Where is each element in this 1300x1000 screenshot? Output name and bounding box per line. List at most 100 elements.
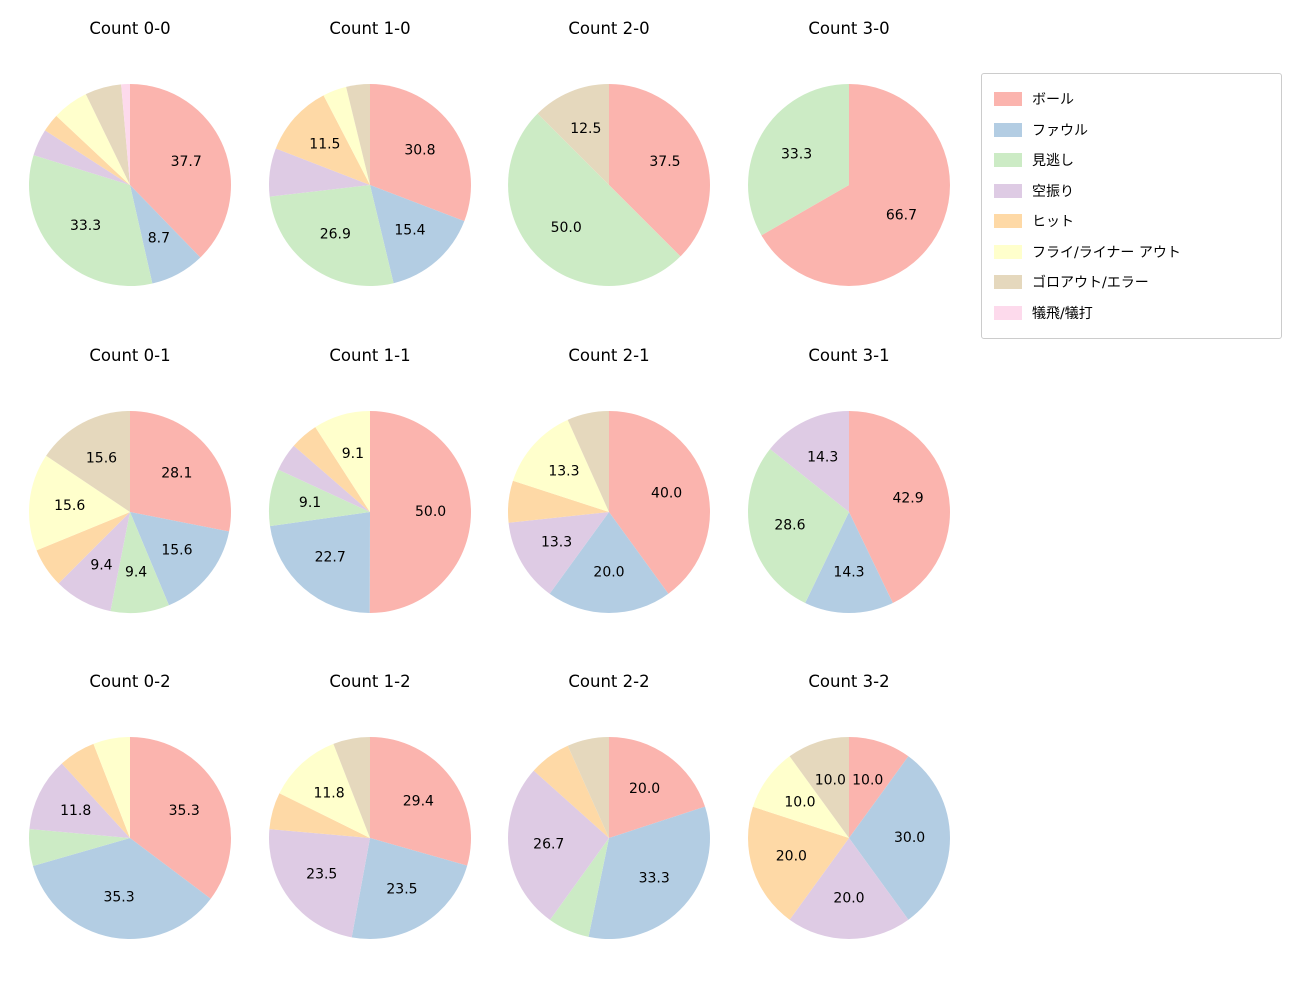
pie-slice bbox=[508, 480, 609, 523]
pie-slice-label: 9.1 bbox=[342, 446, 364, 462]
pie-host: 42.9 14.3 28.6 14.3 bbox=[729, 402, 969, 622]
pie-slice-label: 20.0 bbox=[833, 891, 864, 907]
pie-host: 66.7 33.3 bbox=[729, 75, 969, 295]
pie-slice-label: 15.6 bbox=[161, 542, 192, 558]
pie-slice-label: 11.8 bbox=[60, 803, 91, 819]
chart-cell: Count 1-0 30.8 15.4 26.9 11.5 bbox=[250, 14, 490, 295]
pie-slice bbox=[130, 512, 230, 606]
pie-host: 20.0 33.3 26.7 bbox=[489, 728, 729, 948]
legend-swatch bbox=[994, 275, 1022, 290]
pie-slice bbox=[293, 427, 370, 512]
pie-slice-label: 10.0 bbox=[852, 772, 883, 788]
pie-chart: 37.7 8.7 33.3 bbox=[28, 84, 231, 286]
legend-swatch bbox=[994, 183, 1022, 198]
pie-slice bbox=[748, 806, 849, 920]
pie-slice-label: 37.5 bbox=[649, 154, 680, 170]
pie-slice bbox=[323, 86, 370, 185]
pie-slice-label: 15.4 bbox=[394, 223, 425, 239]
pie-slice bbox=[849, 737, 909, 838]
pie-slice bbox=[269, 185, 394, 286]
chart-title: Count 2-1 bbox=[568, 346, 650, 365]
pie-slice-label: 26.7 bbox=[533, 837, 564, 853]
chart-title: Count 3-2 bbox=[808, 672, 890, 691]
pie-slice bbox=[588, 806, 710, 939]
pie-host: 30.8 15.4 26.9 11.5 bbox=[250, 75, 490, 295]
pie-slice-label: 15.6 bbox=[54, 498, 85, 514]
chart-cell: Count 0-0 37.7 8.7 33.3 bbox=[10, 14, 250, 295]
pie-slice-label: 14.3 bbox=[833, 565, 864, 581]
pie-slice bbox=[346, 84, 370, 185]
pie-chart: 50.0 22.7 9.1 9.1 bbox=[269, 411, 472, 613]
chart-title: Count 3-1 bbox=[808, 346, 890, 365]
pie-slice-label: 37.7 bbox=[171, 154, 202, 170]
pie-slice-label: 9.4 bbox=[90, 557, 112, 573]
legend-item: ボール bbox=[994, 84, 1269, 115]
pie-chart: 10.030.020.020.010.010.0 bbox=[748, 737, 950, 939]
pie-slice bbox=[46, 411, 130, 512]
pie-slice bbox=[609, 737, 706, 838]
legend-items: ボール ファウル 見逃し 空振り ヒット フライ/ライナー アウト ゴロアウト/エラー 犠飛/… bbox=[994, 84, 1269, 328]
pie-slice-label: 20.0 bbox=[593, 565, 624, 581]
legend-label: ファウル bbox=[1032, 122, 1088, 139]
legend-item: フライ/ライナー アウト bbox=[994, 237, 1269, 268]
pie-slice-label: 35.3 bbox=[169, 803, 200, 819]
pie-host: 50.0 22.7 9.1 9.1 bbox=[250, 402, 490, 622]
pie-chart: 66.7 33.3 bbox=[748, 84, 950, 286]
pie-slice bbox=[351, 838, 468, 939]
legend-label: 見逃し bbox=[1032, 153, 1074, 170]
pie-slice bbox=[789, 838, 909, 939]
pie-slice bbox=[370, 737, 471, 866]
pie-slice-label: 22.7 bbox=[315, 550, 346, 566]
pie-slice bbox=[770, 411, 849, 512]
pie-slice-label: 12.5 bbox=[570, 121, 601, 137]
legend-item: 犠飛/犠打 bbox=[994, 298, 1269, 329]
pie-slice-label: 30.8 bbox=[404, 143, 435, 159]
pie-slice bbox=[58, 512, 130, 612]
pie-slice-label: 13.3 bbox=[548, 463, 579, 479]
pie-chart: 28.1 15.6 9.4 9.4 15.6 15.6 bbox=[29, 411, 232, 613]
legend-label: ボール bbox=[1032, 92, 1074, 109]
pie-slice bbox=[849, 411, 950, 603]
pie-slice bbox=[36, 512, 130, 584]
legend: ボール ファウル 見逃し 空振り ヒット フライ/ライナー アウト ゴロアウト/エラー 犠飛/… bbox=[981, 73, 1282, 339]
pie-slice-label: 20.0 bbox=[629, 781, 660, 797]
chart-title: Count 1-2 bbox=[329, 672, 411, 691]
pie-slice-label: 13.3 bbox=[541, 534, 572, 550]
pie-chart: 42.9 14.3 28.6 14.3 bbox=[748, 411, 950, 613]
legend-swatch bbox=[994, 122, 1022, 137]
chart-cell: Count 0-1 28.1 15.6 9.4 9.4 15.6 15.6 bbox=[10, 341, 250, 622]
pie-slice bbox=[269, 793, 370, 838]
pie-host: 10.0 30.0 20.0 20.0 10.0 10.0 bbox=[729, 728, 969, 948]
legend-swatch bbox=[994, 244, 1022, 259]
pie-slice bbox=[508, 512, 609, 594]
legend-item: ファウル bbox=[994, 115, 1269, 146]
pie-slice bbox=[61, 743, 131, 838]
pie-slice bbox=[537, 84, 609, 185]
chart-cell: Count 1-2 29.4 23.5 23.5 11.8 bbox=[250, 667, 490, 948]
legend-label: ゴロアウト/エラー bbox=[1032, 275, 1149, 292]
pie-chart: 30.8 15.4 26.9 11.5 bbox=[269, 84, 471, 286]
pie-slice-label: 66.7 bbox=[886, 207, 917, 223]
pie-slice-label: 10.0 bbox=[784, 794, 815, 810]
pie-slice-label: 26.9 bbox=[320, 227, 351, 243]
pie-slice bbox=[130, 185, 201, 284]
legend-swatch bbox=[994, 214, 1022, 229]
pie-slice-label: 23.5 bbox=[306, 867, 337, 883]
chart-title: Count 0-1 bbox=[89, 346, 171, 365]
chart-cell: Count 2-0 37.5 50.0 12.5 bbox=[489, 14, 729, 295]
chart-cell: Count 3-0 66.7 33.3 bbox=[729, 14, 969, 295]
pie-slice-label: 50.0 bbox=[415, 504, 446, 520]
pie-slice bbox=[269, 148, 370, 197]
pie-slice-label: 28.6 bbox=[774, 517, 805, 533]
pie-slice bbox=[549, 512, 669, 613]
legend-label: 空振り bbox=[1032, 183, 1074, 200]
chart-title: Count 2-2 bbox=[568, 672, 650, 691]
pie-slice bbox=[369, 411, 472, 613]
pie-slice bbox=[805, 512, 893, 613]
pie-slice-label: 50.0 bbox=[551, 220, 582, 236]
pie-host: 35.3 35.3 11.8 bbox=[10, 728, 250, 948]
pie-host: 28.1 15.6 9.4 9.4 15.6 15.6 bbox=[10, 402, 250, 622]
pie-slice bbox=[370, 84, 471, 222]
pie-slice-label: 9.4 bbox=[125, 564, 147, 580]
pie-slice bbox=[748, 449, 849, 603]
